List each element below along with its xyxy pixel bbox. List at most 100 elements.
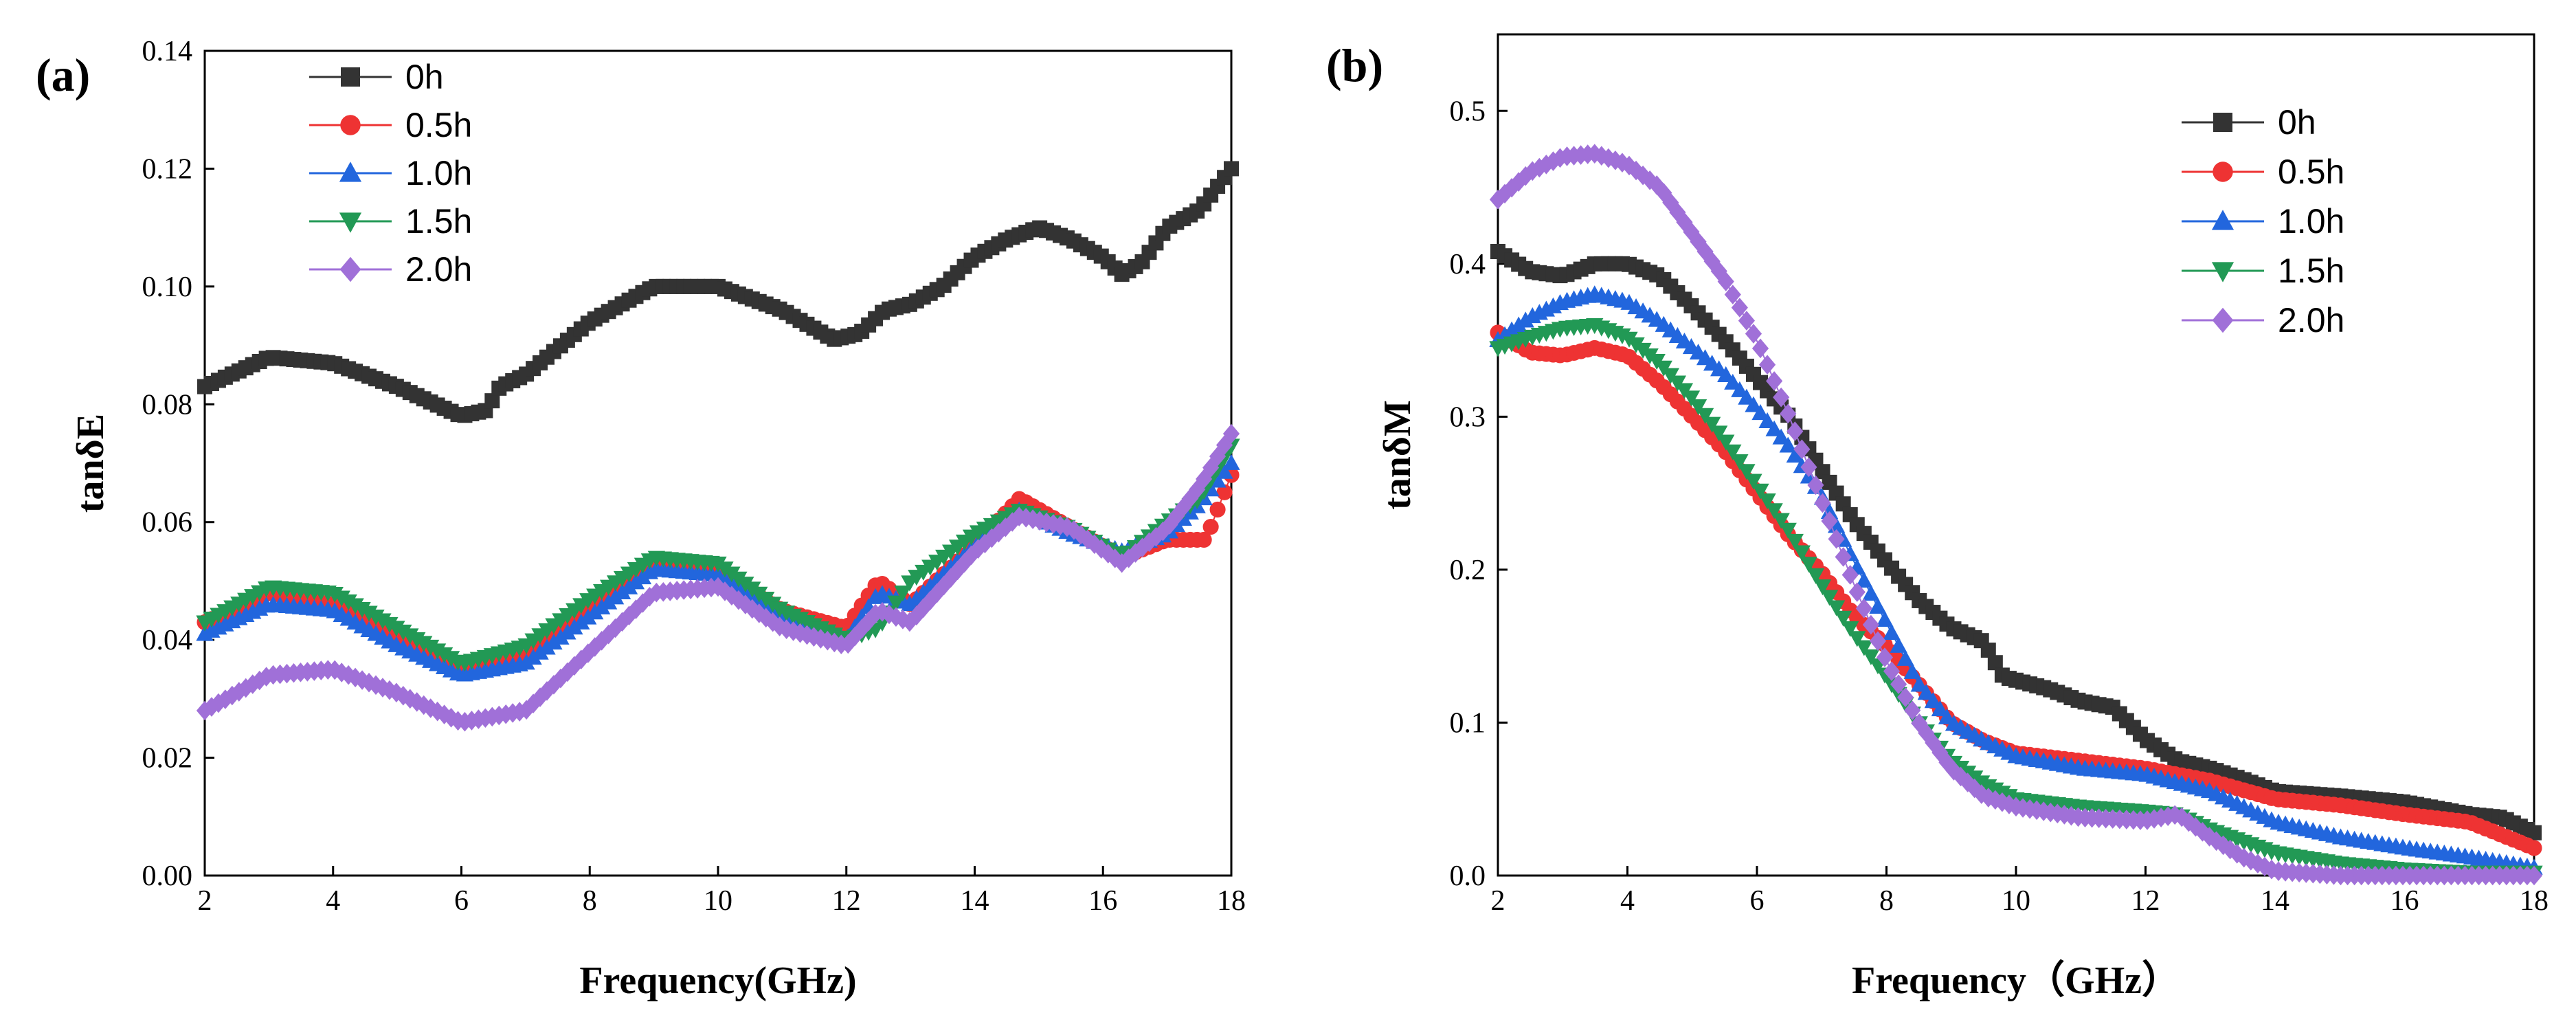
data-point <box>1717 434 1735 451</box>
data-point <box>1890 674 1907 694</box>
data-point <box>1800 457 1817 478</box>
data-point <box>1855 598 1872 619</box>
data-point <box>1196 531 1212 548</box>
data-point <box>1703 416 1721 433</box>
x-tick-label: 14 <box>2261 885 2289 917</box>
data-point <box>894 585 912 602</box>
data-point <box>1806 568 1825 584</box>
data-point <box>1202 519 1219 535</box>
x-tick-label: 6 <box>1750 885 1765 917</box>
x-tick-label: 4 <box>326 885 340 917</box>
data-point <box>1876 610 1894 627</box>
data-point <box>792 623 809 643</box>
x-tick-label: 8 <box>583 885 597 917</box>
data-point <box>1613 153 1631 172</box>
data-point <box>572 649 590 670</box>
legend-label: 0.5h <box>2278 153 2344 191</box>
data-point <box>1738 388 1756 405</box>
panel-label-a: (a) <box>36 49 90 101</box>
legend-marker <box>2213 113 2232 132</box>
data-point <box>1751 483 1769 500</box>
axis-ticks-a: 2 4 6 8 10 12 14 16 18 0.00 0.02 0.04 0.06 0.08 0.10 0.… <box>142 36 1246 917</box>
x-tick-label: 18 <box>2520 885 2549 917</box>
data-point <box>1904 700 1921 720</box>
data-point <box>1058 517 1076 537</box>
data-point <box>1855 571 1873 588</box>
data-point <box>422 698 439 718</box>
series-group-a <box>196 161 1240 732</box>
data-point <box>1862 614 1879 635</box>
data-point <box>1772 428 1790 445</box>
data-point <box>1897 687 1914 707</box>
y-axis-label-b: tanδM <box>1376 400 1419 510</box>
legend-marker <box>339 256 361 282</box>
legend-marker <box>2211 210 2235 230</box>
series-0h-a <box>197 161 1239 423</box>
data-point <box>1862 649 1880 665</box>
legend-label: 1.5h <box>405 202 472 241</box>
data-point <box>1924 692 1942 709</box>
data-point <box>1717 271 1734 291</box>
data-point <box>1099 544 1117 564</box>
data-point <box>374 678 392 698</box>
data-point <box>1780 403 1797 424</box>
data-point <box>511 702 528 722</box>
legend-marker <box>2211 262 2235 282</box>
data-point <box>1848 631 1866 647</box>
legend-b: 0h 0.5h 1.0h 1.5h 2.0h <box>2182 103 2344 340</box>
data-point <box>538 681 556 701</box>
y-tick-label: 0.2 <box>1450 555 1486 586</box>
y-tick-label: 0.08 <box>142 389 193 421</box>
data-point <box>1980 643 1996 658</box>
axis-ticks-b: 2 4 6 8 10 12 14 16 18 0.0 0.1 0.2 0.3 0.4 0.5 <box>1450 96 2549 917</box>
y-axis-label-a: tanδE <box>69 414 112 513</box>
data-point <box>1745 324 1762 344</box>
data-point <box>1731 454 1749 471</box>
y-tick-label: 0.14 <box>142 36 193 67</box>
data-point <box>1758 412 1776 428</box>
data-point <box>970 539 987 559</box>
y-tick-label: 0.02 <box>142 743 193 775</box>
data-point <box>1538 155 1555 175</box>
data-point <box>928 583 945 603</box>
data-point <box>1731 381 1749 397</box>
data-point <box>1516 311 1534 328</box>
legend-label: 0h <box>405 58 444 96</box>
data-point <box>798 625 816 645</box>
data-point <box>1134 537 1151 557</box>
y-tick-label: 0.4 <box>1450 249 1486 280</box>
data-point <box>963 545 980 566</box>
data-point <box>579 643 596 663</box>
series-2_0h-b <box>1489 144 2543 886</box>
series-2_0h-a <box>196 423 1240 732</box>
data-point <box>333 663 350 682</box>
data-point <box>1682 390 1701 407</box>
data-point <box>2525 865 2543 886</box>
y-tick-label: 0.3 <box>1450 401 1486 433</box>
data-point <box>1209 446 1227 467</box>
data-point <box>1004 512 1021 532</box>
data-point <box>1731 298 1748 318</box>
y-tick-label: 0.10 <box>142 271 193 303</box>
legend-label: 2.0h <box>2278 301 2344 340</box>
data-point <box>1890 636 1907 653</box>
data-point <box>559 662 576 682</box>
data-point <box>415 695 432 715</box>
x-tick-label: 6 <box>454 885 469 917</box>
y-tick-label: 0.00 <box>142 860 193 892</box>
data-point <box>1800 557 1818 573</box>
panel-label-b: (b) <box>1326 39 1383 91</box>
data-point <box>1903 663 1921 679</box>
data-point <box>1141 532 1158 553</box>
legend-label: 2.0h <box>405 250 472 289</box>
data-point <box>1773 387 1790 408</box>
x-tick-label: 12 <box>832 885 861 917</box>
legend-marker <box>2213 162 2233 182</box>
data-point <box>1813 579 1832 596</box>
data-point <box>1779 522 1797 539</box>
legend-marker <box>340 115 361 135</box>
data-point <box>1751 403 1769 421</box>
legend-marker <box>341 67 360 87</box>
